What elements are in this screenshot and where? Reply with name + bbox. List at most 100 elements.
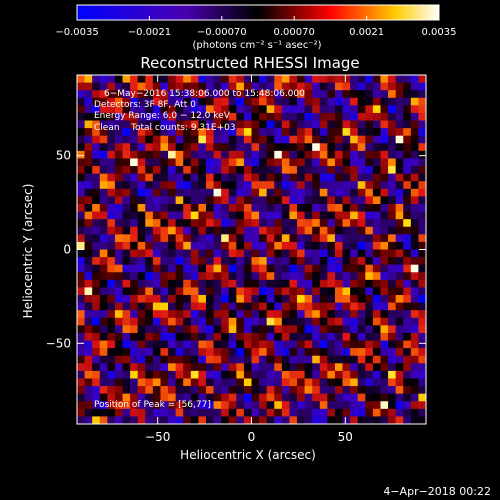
heatmap-cell bbox=[357, 257, 366, 266]
heatmap-cell bbox=[380, 378, 389, 387]
heatmap-cell bbox=[213, 325, 222, 334]
heatmap-cell bbox=[114, 150, 123, 159]
heatmap-cell bbox=[395, 234, 404, 243]
heatmap-cell bbox=[365, 355, 374, 364]
heatmap-cell bbox=[122, 196, 131, 205]
heatmap-cell bbox=[152, 120, 161, 129]
heatmap-cell bbox=[243, 378, 252, 387]
heatmap-cell bbox=[289, 264, 298, 273]
heatmap-cell bbox=[160, 401, 169, 410]
heatmap-cell bbox=[99, 249, 108, 258]
heatmap-cell bbox=[114, 257, 123, 266]
heatmap-cell bbox=[410, 264, 419, 273]
heatmap-cell bbox=[77, 355, 85, 364]
heatmap-cell bbox=[99, 378, 108, 387]
heatmap-cell bbox=[372, 203, 381, 212]
heatmap-cell bbox=[243, 355, 252, 364]
heatmap-cell bbox=[198, 188, 207, 197]
heatmap-cell bbox=[168, 143, 177, 152]
heatmap-cell bbox=[130, 82, 139, 91]
heatmap-cell bbox=[304, 188, 313, 197]
heatmap-cell bbox=[92, 188, 101, 197]
heatmap-cell bbox=[221, 393, 230, 402]
heatmap-cell bbox=[319, 112, 328, 121]
heatmap-cell bbox=[130, 332, 139, 341]
heatmap-cell bbox=[114, 355, 123, 364]
heatmap-cell bbox=[372, 150, 381, 159]
heatmap-cell bbox=[327, 348, 336, 357]
chart-title: Reconstructed RHESSI Image bbox=[140, 54, 359, 72]
heatmap-cell bbox=[243, 120, 252, 129]
heatmap-cell bbox=[99, 348, 108, 357]
heatmap-cell bbox=[175, 120, 184, 129]
heatmap-cell bbox=[92, 249, 101, 258]
heatmap-cell bbox=[175, 363, 184, 372]
heatmap-cell bbox=[312, 234, 321, 243]
heatmap-cell bbox=[236, 234, 245, 243]
heatmap-cell bbox=[107, 340, 116, 349]
heatmap-cell bbox=[274, 90, 283, 99]
heatmap-cell bbox=[130, 408, 139, 417]
heatmap-cell bbox=[372, 158, 381, 167]
heatmap-cell bbox=[213, 355, 222, 364]
heatmap-cell bbox=[403, 173, 412, 182]
heatmap-cell bbox=[266, 310, 275, 319]
heatmap-cell bbox=[198, 264, 207, 273]
heatmap-cell bbox=[395, 203, 404, 212]
heatmap-cell bbox=[175, 325, 184, 334]
heatmap-cell bbox=[297, 75, 306, 83]
heatmap-cell bbox=[259, 226, 268, 235]
heatmap-cell bbox=[350, 135, 359, 144]
heatmap-cell bbox=[334, 226, 343, 235]
heatmap-cell bbox=[236, 173, 245, 182]
heatmap-cell bbox=[107, 188, 116, 197]
heatmap-cell bbox=[281, 279, 290, 288]
heatmap-cell bbox=[380, 317, 389, 326]
heatmap-cell bbox=[365, 317, 374, 326]
heatmap-cell bbox=[304, 340, 313, 349]
heatmap-cell bbox=[228, 310, 237, 319]
heatmap-cell bbox=[334, 143, 343, 152]
heatmap-cell bbox=[410, 416, 419, 424]
heatmap-cell bbox=[251, 416, 260, 424]
heatmap-cell bbox=[122, 325, 131, 334]
heatmap-cell bbox=[198, 386, 207, 395]
heatmap-cell bbox=[357, 203, 366, 212]
heatmap-cell bbox=[319, 370, 328, 379]
heatmap-cell bbox=[312, 219, 321, 228]
heatmap-cell bbox=[418, 158, 426, 167]
heatmap-cell bbox=[357, 158, 366, 167]
heatmap-cell bbox=[137, 279, 146, 288]
heatmap-cell bbox=[221, 264, 230, 273]
heatmap-cell bbox=[243, 158, 252, 167]
heatmap-cell bbox=[205, 203, 214, 212]
colorbar-units-label: (photons cm⁻² s⁻¹ asec⁻²) bbox=[192, 40, 321, 51]
heatmap-cell bbox=[372, 181, 381, 190]
heatmap-cell bbox=[312, 325, 321, 334]
heatmap-cell bbox=[297, 226, 306, 235]
heatmap-cell bbox=[304, 363, 313, 372]
heatmap-cell bbox=[160, 317, 169, 326]
heatmap-cell bbox=[77, 211, 85, 220]
heatmap-cell bbox=[350, 226, 359, 235]
heatmap-cell bbox=[403, 181, 412, 190]
heatmap-cell bbox=[251, 332, 260, 341]
heatmap-cell bbox=[190, 196, 199, 205]
heatmap-cell bbox=[395, 401, 404, 410]
heatmap-cell bbox=[122, 211, 131, 220]
heatmap-cell bbox=[289, 158, 298, 167]
heatmap-cell bbox=[160, 386, 169, 395]
heatmap-cell bbox=[418, 249, 426, 258]
heatmap-cell bbox=[312, 173, 321, 182]
heatmap-cell bbox=[175, 340, 184, 349]
heatmap-cell bbox=[77, 408, 85, 417]
heatmap-cell bbox=[198, 393, 207, 402]
heatmap-cell bbox=[243, 386, 252, 395]
heatmap-cell bbox=[92, 203, 101, 212]
heatmap-cell bbox=[319, 332, 328, 341]
heatmap-cell bbox=[251, 370, 260, 379]
heatmap-cell bbox=[228, 97, 237, 106]
heatmap-cell bbox=[334, 416, 343, 424]
heatmap-cell bbox=[304, 211, 313, 220]
heatmap-cell bbox=[334, 249, 343, 258]
